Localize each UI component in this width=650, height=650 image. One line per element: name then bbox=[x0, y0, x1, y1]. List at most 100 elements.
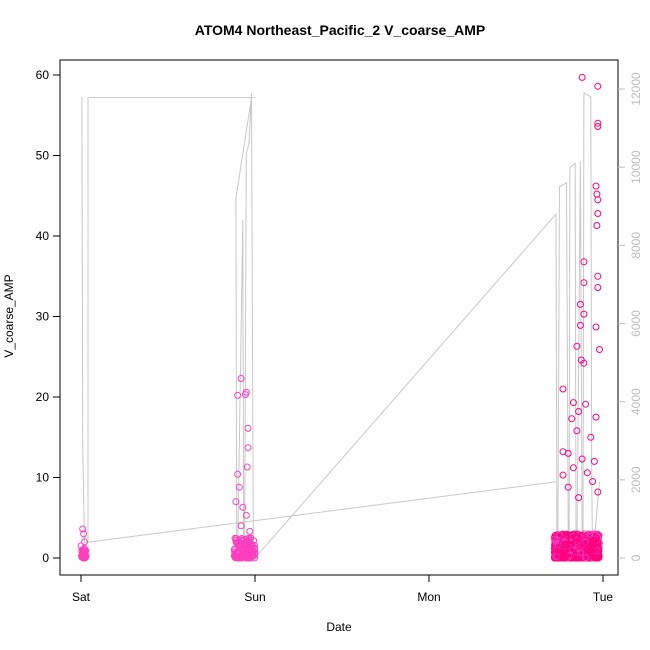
data-point bbox=[236, 553, 244, 561]
y-tick-label: 0 bbox=[42, 551, 49, 565]
data-point bbox=[592, 413, 600, 421]
data-point bbox=[239, 503, 247, 511]
data-point bbox=[575, 494, 583, 502]
data-point bbox=[235, 483, 243, 491]
data-point bbox=[244, 424, 252, 432]
right-y-tick-label: 2000 bbox=[629, 466, 643, 493]
data-point bbox=[246, 527, 254, 535]
data-point bbox=[80, 530, 88, 538]
data-point bbox=[580, 258, 588, 266]
data-point bbox=[587, 433, 595, 441]
data-point bbox=[551, 544, 558, 552]
data-point bbox=[232, 498, 240, 506]
right-y-tick-label: 8000 bbox=[629, 232, 643, 259]
chart-title: ATOM4 Northeast_Pacific_2 V_coarse_AMP bbox=[195, 22, 486, 38]
data-point bbox=[594, 284, 602, 291]
y-axis-title: V_coarse_AMP bbox=[2, 274, 16, 357]
data-point bbox=[582, 554, 590, 562]
x-tick-label: Sat bbox=[72, 590, 91, 604]
data-point bbox=[596, 346, 603, 353]
data-point bbox=[565, 552, 573, 560]
data-point bbox=[237, 554, 245, 562]
data-point bbox=[593, 554, 601, 562]
data-point bbox=[234, 470, 242, 478]
data-point bbox=[569, 531, 576, 539]
data-point bbox=[594, 196, 602, 204]
data-point bbox=[79, 554, 87, 562]
data-point bbox=[572, 550, 580, 558]
data-point bbox=[237, 522, 245, 530]
data-point bbox=[79, 525, 87, 533]
scatter-series bbox=[77, 73, 603, 562]
data-point bbox=[233, 554, 241, 561]
data-point bbox=[231, 545, 239, 553]
data-point bbox=[81, 538, 88, 546]
data-point bbox=[577, 554, 585, 562]
data-point bbox=[559, 471, 567, 479]
data-point bbox=[251, 551, 259, 559]
plot-frame bbox=[59, 59, 619, 576]
data-point bbox=[592, 536, 600, 544]
data-point bbox=[580, 310, 588, 318]
data-point bbox=[594, 210, 602, 217]
data-point bbox=[243, 463, 251, 471]
data-point bbox=[79, 545, 87, 553]
data-point bbox=[594, 488, 602, 496]
x-tick-label: Mon bbox=[417, 590, 440, 604]
data-point bbox=[555, 531, 563, 539]
right-y-tick-label: 0 bbox=[629, 554, 643, 561]
data-point bbox=[245, 540, 253, 548]
data-point bbox=[564, 449, 572, 457]
data-point bbox=[565, 540, 573, 548]
data-point bbox=[578, 455, 586, 463]
data-point bbox=[577, 549, 585, 557]
data-point bbox=[559, 530, 567, 538]
data-point bbox=[580, 359, 588, 367]
data-point bbox=[552, 537, 560, 545]
data-point bbox=[593, 222, 601, 229]
y-tick-label: 20 bbox=[36, 390, 50, 404]
data-point bbox=[590, 530, 598, 538]
data-point bbox=[240, 545, 248, 552]
data-point bbox=[589, 478, 597, 485]
data-point bbox=[594, 82, 602, 90]
data-point bbox=[242, 511, 250, 519]
right-y-tick-label: 4000 bbox=[629, 388, 643, 415]
data-point bbox=[244, 537, 252, 545]
data-point bbox=[576, 300, 584, 308]
data-point bbox=[573, 342, 581, 350]
data-point bbox=[580, 279, 588, 287]
right-axis-line-series bbox=[81, 92, 600, 560]
data-point bbox=[584, 551, 592, 559]
data-point bbox=[555, 543, 563, 551]
y-tick-label: 10 bbox=[36, 471, 50, 485]
data-point bbox=[242, 388, 250, 396]
x-axis-title: Date bbox=[326, 620, 352, 634]
y-tick-label: 50 bbox=[36, 149, 50, 163]
trend-line bbox=[86, 481, 557, 543]
data-point bbox=[593, 549, 601, 556]
y-tick-label: 30 bbox=[36, 310, 50, 324]
data-point bbox=[237, 375, 245, 382]
data-point bbox=[589, 544, 597, 552]
data-point bbox=[594, 272, 602, 280]
data-point bbox=[559, 385, 567, 393]
data-point bbox=[560, 553, 568, 560]
axes: Sat Sun Mon Tue 0 10 20 30 40 50 60 0 2000 4000 6000 80… bbox=[36, 59, 643, 604]
data-point bbox=[594, 119, 602, 127]
series-line bbox=[81, 92, 600, 560]
y-tick-label: 60 bbox=[36, 68, 50, 82]
y-tick-label: 40 bbox=[36, 229, 50, 243]
data-point bbox=[577, 531, 585, 539]
data-point bbox=[569, 399, 577, 407]
data-point bbox=[590, 457, 598, 465]
data-point bbox=[573, 427, 581, 435]
data-point bbox=[569, 464, 577, 472]
x-tick-label: Sun bbox=[244, 590, 265, 604]
data-point bbox=[583, 469, 591, 477]
data-point bbox=[583, 550, 591, 558]
data-point bbox=[562, 540, 570, 548]
x-tick-label: Tue bbox=[593, 590, 614, 604]
data-point bbox=[568, 415, 576, 423]
